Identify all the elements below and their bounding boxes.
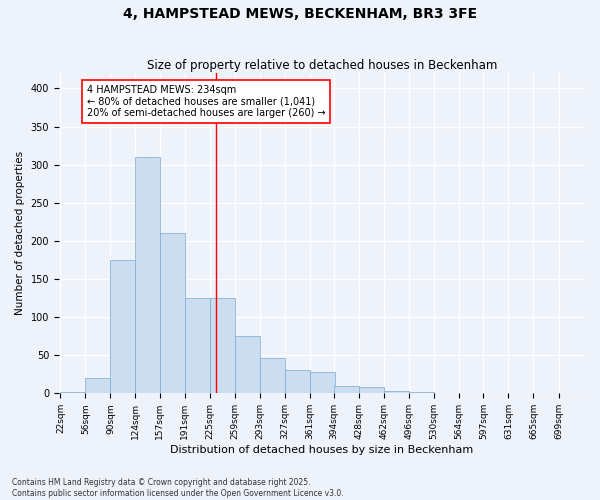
Text: 4, HAMPSTEAD MEWS, BECKENHAM, BR3 3FE: 4, HAMPSTEAD MEWS, BECKENHAM, BR3 3FE xyxy=(123,8,477,22)
Bar xyxy=(310,372,335,394)
Bar xyxy=(210,298,235,394)
Bar xyxy=(409,392,434,394)
Y-axis label: Number of detached properties: Number of detached properties xyxy=(15,151,25,316)
Bar xyxy=(508,392,533,394)
Bar xyxy=(260,358,285,394)
Text: Contains HM Land Registry data © Crown copyright and database right 2025.
Contai: Contains HM Land Registry data © Crown c… xyxy=(12,478,344,498)
Bar xyxy=(160,234,185,394)
Bar xyxy=(359,387,384,394)
Bar xyxy=(136,157,160,394)
Bar xyxy=(384,391,409,394)
Bar xyxy=(110,260,136,394)
Bar xyxy=(185,298,210,394)
Text: 4 HAMPSTEAD MEWS: 234sqm
← 80% of detached houses are smaller (1,041)
20% of sem: 4 HAMPSTEAD MEWS: 234sqm ← 80% of detach… xyxy=(87,84,325,118)
Bar xyxy=(85,378,110,394)
X-axis label: Distribution of detached houses by size in Beckenham: Distribution of detached houses by size … xyxy=(170,445,473,455)
Bar xyxy=(285,370,310,394)
Bar xyxy=(61,392,85,394)
Bar xyxy=(434,392,459,394)
Title: Size of property relative to detached houses in Beckenham: Size of property relative to detached ho… xyxy=(147,59,497,72)
Bar xyxy=(235,336,260,394)
Bar xyxy=(334,386,359,394)
